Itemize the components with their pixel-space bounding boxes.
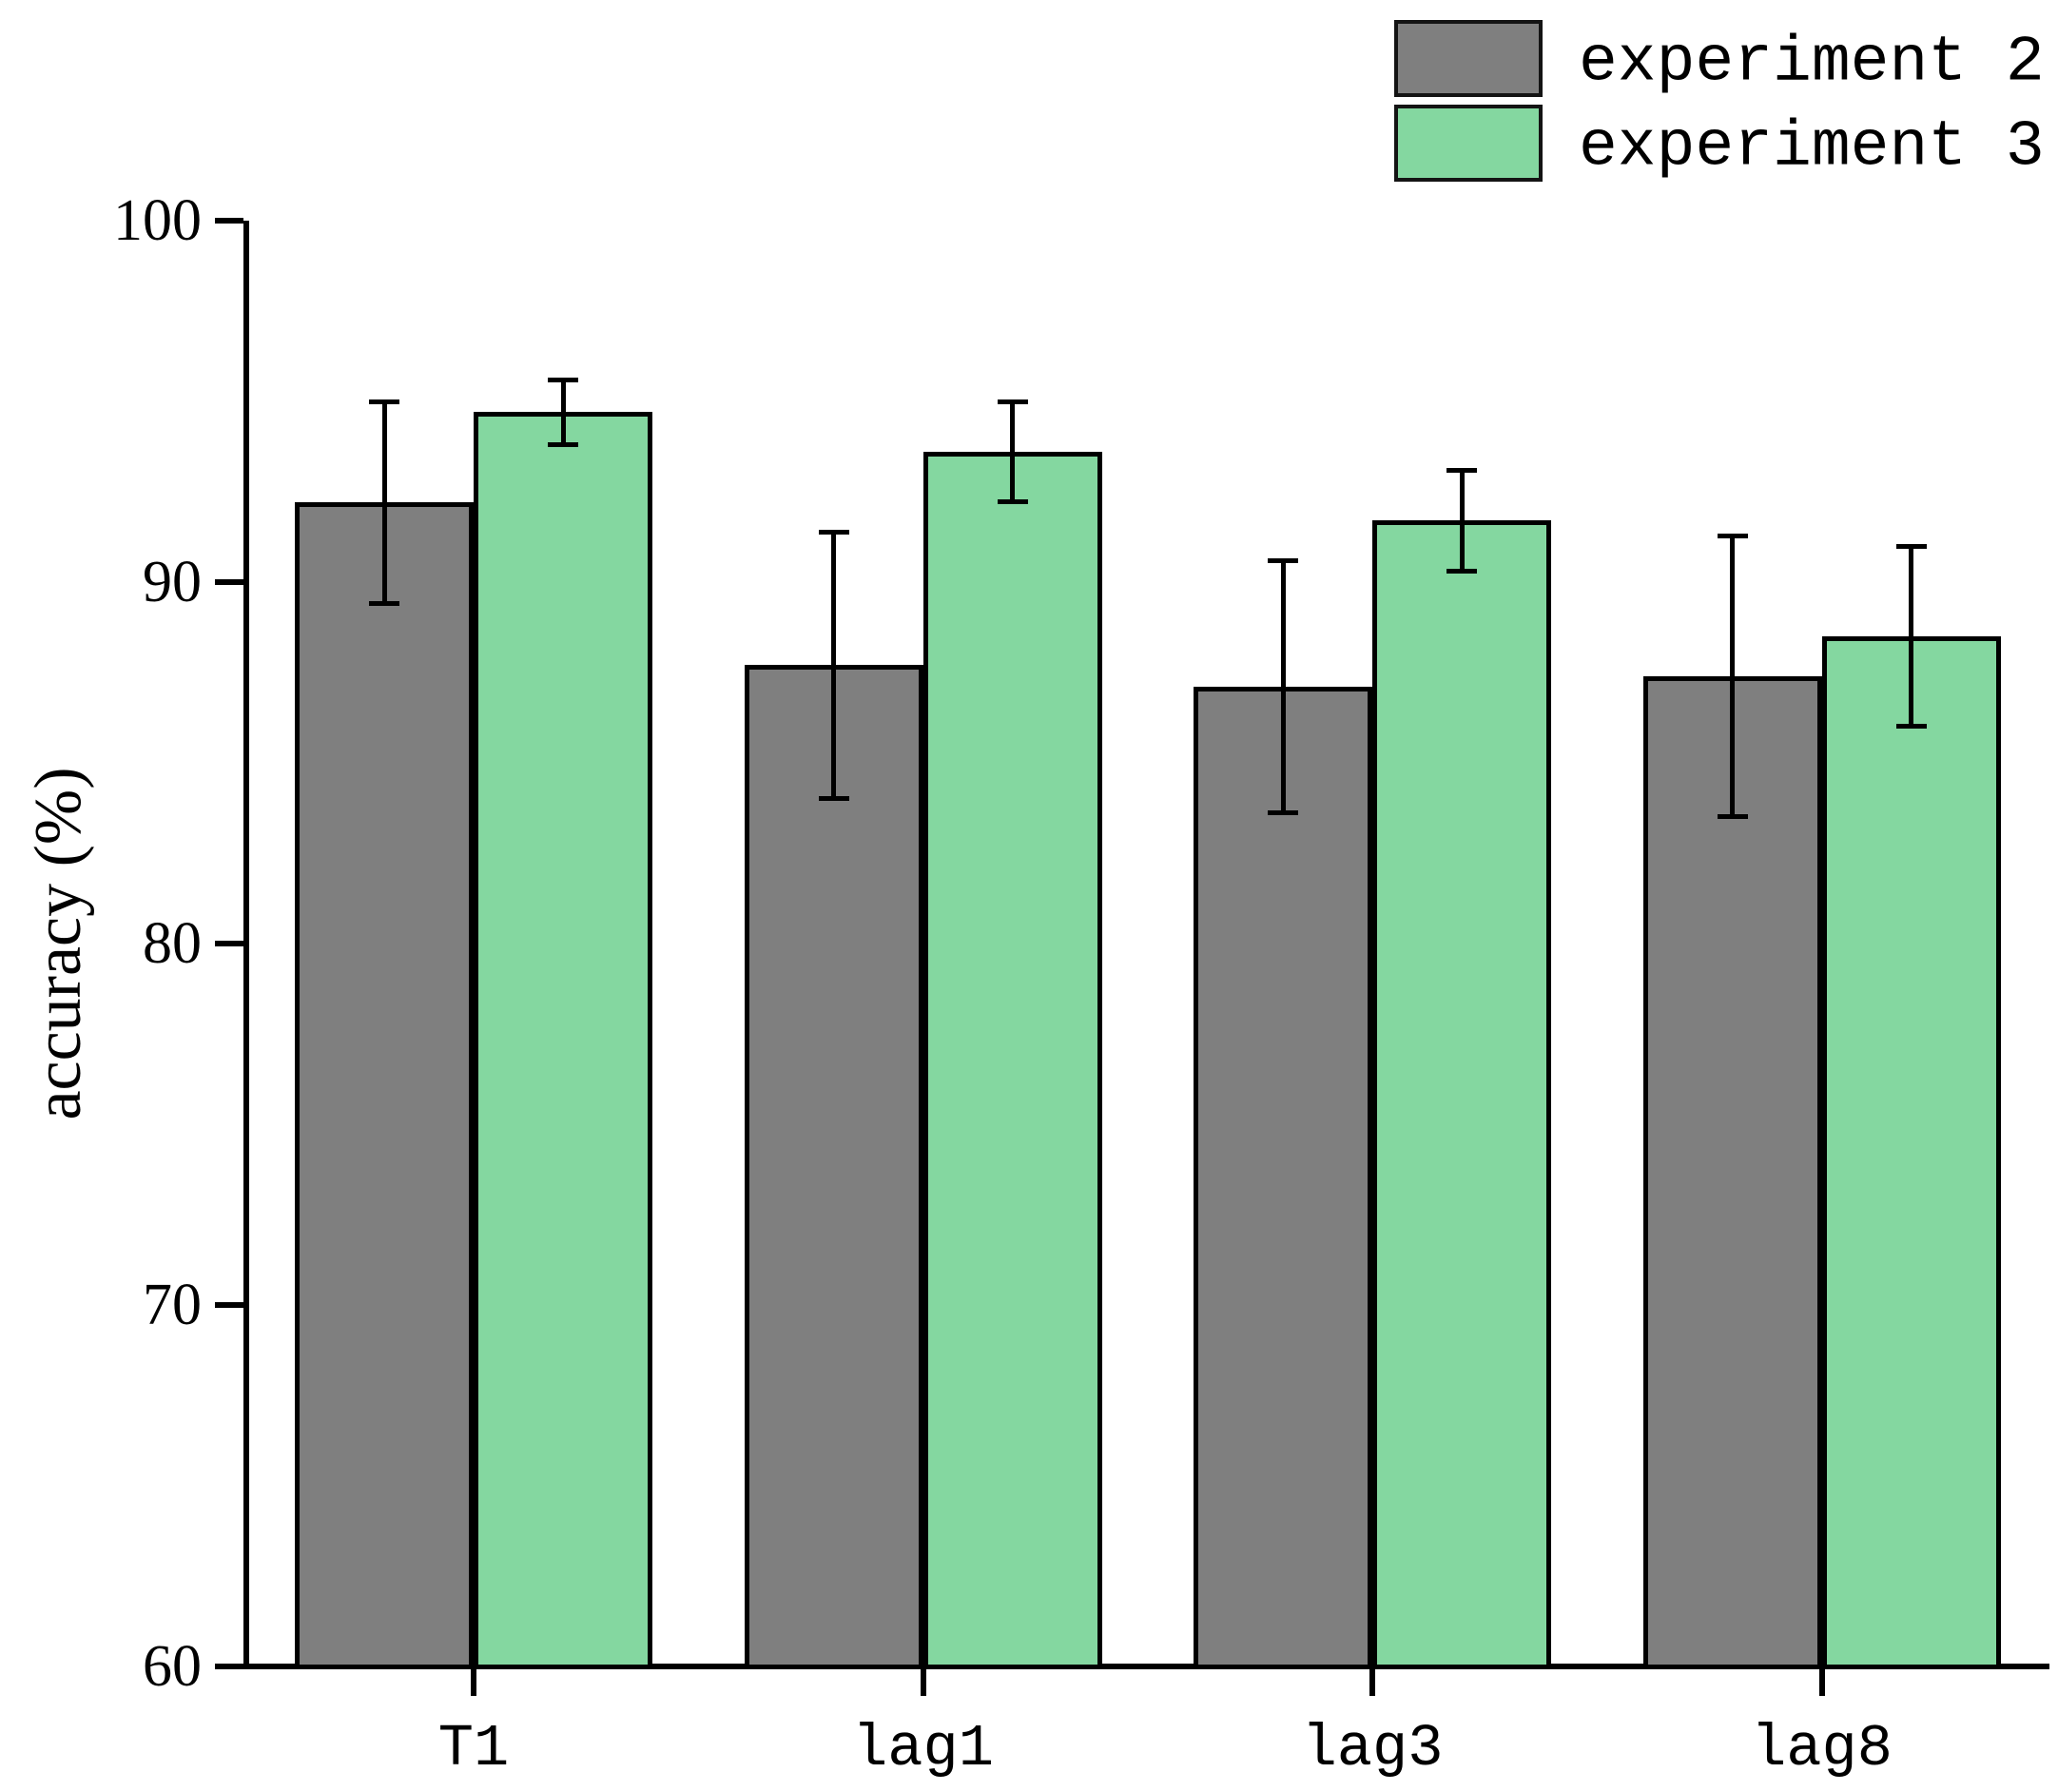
error-cap-top — [1268, 558, 1298, 564]
y-tick — [215, 579, 243, 585]
x-tick-label: lag8 — [1751, 1715, 1893, 1782]
x-tick — [1818, 1669, 1825, 1696]
bar-experiment-3-lag8 — [1821, 636, 2001, 1669]
error-bar-experiment-3-lag1 — [1010, 401, 1015, 503]
x-axis-line — [217, 1664, 2049, 1669]
bar-experiment-2-lag1 — [744, 665, 923, 1669]
error-cap-top — [1895, 544, 1927, 549]
y-tick — [215, 218, 243, 224]
error-cap-top — [997, 399, 1028, 404]
bar-experiment-3-T1 — [474, 412, 652, 1669]
error-cap-top — [818, 529, 849, 535]
error-bar-experiment-3-lag8 — [1909, 546, 1913, 727]
x-tick-label: lag3 — [1301, 1715, 1444, 1782]
error-cap-bottom — [997, 499, 1028, 505]
error-bar-experiment-3-T1 — [560, 380, 566, 445]
legend-label: experiment 2 — [1579, 26, 2045, 100]
error-bar-experiment-3-lag3 — [1459, 470, 1465, 572]
bar-experiment-2-lag3 — [1194, 687, 1372, 1669]
bar-experiment-3-lag3 — [1372, 520, 1551, 1669]
y-tick-label: 60 — [143, 1634, 202, 1699]
error-cap-bottom — [369, 600, 399, 606]
error-bar-experiment-2-lag8 — [1730, 535, 1735, 817]
error-cap-bottom — [1268, 810, 1298, 816]
error-cap-bottom — [1895, 724, 1927, 729]
x-tick — [920, 1669, 926, 1696]
error-bar-experiment-2-T1 — [381, 401, 387, 604]
legend-swatch-experiment-3 — [1394, 105, 1543, 182]
bar-experiment-2-lag8 — [1642, 675, 1822, 1669]
error-bar-experiment-2-lag1 — [831, 531, 836, 799]
y-axis-line — [243, 221, 249, 1669]
y-tick — [215, 1664, 243, 1669]
error-cap-top — [1446, 468, 1477, 474]
y-axis-title: accuracy (%) — [22, 767, 95, 1120]
legend-label: experiment 3 — [1579, 110, 2045, 185]
error-cap-bottom — [818, 796, 849, 801]
error-cap-bottom — [548, 441, 578, 447]
y-tick-label: 80 — [143, 911, 202, 976]
bar-experiment-2-T1 — [295, 502, 474, 1669]
x-tick — [471, 1669, 476, 1696]
error-cap-top — [369, 399, 399, 404]
x-tick-label: T1 — [437, 1715, 510, 1782]
y-tick — [215, 1302, 243, 1308]
error-cap-top — [548, 378, 578, 383]
y-tick — [215, 941, 243, 946]
error-bar-experiment-2-lag3 — [1280, 560, 1286, 814]
x-tick — [1369, 1669, 1375, 1696]
y-tick-label: 100 — [113, 188, 202, 253]
y-tick-label: 90 — [143, 550, 202, 614]
y-tick-label: 70 — [143, 1273, 202, 1337]
error-cap-top — [1717, 533, 1748, 538]
error-cap-bottom — [1717, 814, 1748, 819]
error-cap-bottom — [1446, 568, 1477, 574]
legend-swatch-experiment-2 — [1394, 20, 1543, 97]
x-tick-label: lag1 — [852, 1715, 994, 1782]
bar-experiment-3-lag1 — [922, 452, 1102, 1669]
